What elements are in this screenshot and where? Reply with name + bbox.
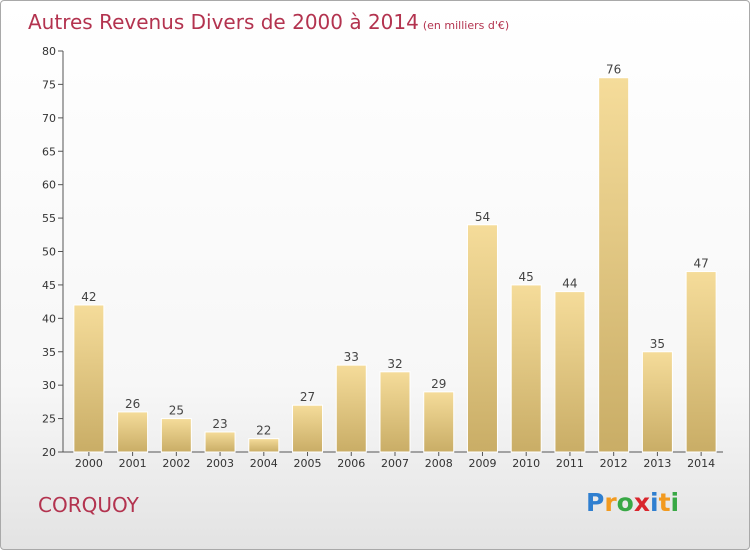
bar xyxy=(423,391,455,453)
bar xyxy=(466,224,498,453)
y-tick-label: 70 xyxy=(42,112,56,125)
proxiti-logo: Proxiti xyxy=(586,488,679,517)
logo-letter: i xyxy=(650,488,659,517)
y-tick-label: 40 xyxy=(42,312,56,325)
bar xyxy=(73,304,105,453)
x-tick-label: 2013 xyxy=(643,457,671,470)
bar xyxy=(117,411,149,453)
bar xyxy=(292,404,324,453)
bar xyxy=(335,364,367,453)
y-tick-label: 25 xyxy=(42,413,56,426)
logo-letter: P xyxy=(586,488,605,517)
logo-letter: r xyxy=(604,488,617,517)
bar-value-label: 23 xyxy=(212,417,227,431)
commune-name: CORQUOY xyxy=(38,493,139,517)
x-tick-label: 2011 xyxy=(556,457,584,470)
x-tick-label: 2002 xyxy=(162,457,190,470)
x-tick-label: 2003 xyxy=(206,457,234,470)
bar-value-label: 47 xyxy=(693,257,708,271)
x-tick-label: 2014 xyxy=(687,457,715,470)
bar xyxy=(685,271,717,453)
bar-value-label: 45 xyxy=(519,270,534,284)
bar-value-label: 32 xyxy=(387,357,402,371)
x-tick-label: 2006 xyxy=(337,457,365,470)
chart-title: Autres Revenus Divers de 2000 à 2014 (en … xyxy=(28,10,509,34)
x-tick-label: 2008 xyxy=(425,457,453,470)
bar-value-label: 35 xyxy=(650,337,665,351)
bar xyxy=(554,291,586,453)
y-tick-label: 80 xyxy=(42,45,56,58)
logo-letter: i xyxy=(670,488,680,517)
bar-value-label: 29 xyxy=(431,377,446,391)
x-tick-label: 2007 xyxy=(381,457,409,470)
bar xyxy=(248,438,280,453)
bar-value-label: 76 xyxy=(606,63,621,77)
x-tick-label: 2000 xyxy=(75,457,103,470)
y-tick-label: 45 xyxy=(42,279,56,292)
x-tick-label: 2005 xyxy=(294,457,322,470)
y-tick-label: 75 xyxy=(42,78,56,91)
y-tick-label: 30 xyxy=(42,379,56,392)
bar-value-label: 33 xyxy=(344,350,359,364)
y-tick-label: 20 xyxy=(42,446,56,459)
bar-value-label: 25 xyxy=(169,404,184,418)
logo-letter: x xyxy=(633,488,650,517)
bar xyxy=(510,284,542,453)
bar xyxy=(204,431,236,453)
bar-value-label: 27 xyxy=(300,390,315,404)
y-tick-label: 55 xyxy=(42,212,56,225)
bar xyxy=(598,77,630,453)
x-tick-label: 2012 xyxy=(600,457,628,470)
bar-value-label: 22 xyxy=(256,424,271,438)
y-tick-label: 60 xyxy=(42,179,56,192)
bar-value-label: 42 xyxy=(81,290,96,304)
y-tick-label: 35 xyxy=(42,346,56,359)
logo-letter: t xyxy=(658,488,671,517)
x-tick-label: 2004 xyxy=(250,457,278,470)
chart-title-text: Autres Revenus Divers de 2000 à 2014 xyxy=(28,10,419,34)
bar xyxy=(379,371,411,453)
bar xyxy=(641,351,673,453)
x-tick-label: 2010 xyxy=(512,457,540,470)
x-tick-label: 2001 xyxy=(119,457,147,470)
bar-value-label: 44 xyxy=(562,277,577,291)
x-tick-label: 2009 xyxy=(468,457,496,470)
chart-subtitle: (en milliers d'€) xyxy=(422,19,510,32)
logo-letter: o xyxy=(616,488,634,517)
y-tick-label: 65 xyxy=(42,145,56,158)
bar-value-label: 26 xyxy=(125,397,140,411)
y-tick-label: 50 xyxy=(42,246,56,259)
bar xyxy=(160,418,192,453)
bar-value-label: 54 xyxy=(475,210,490,224)
